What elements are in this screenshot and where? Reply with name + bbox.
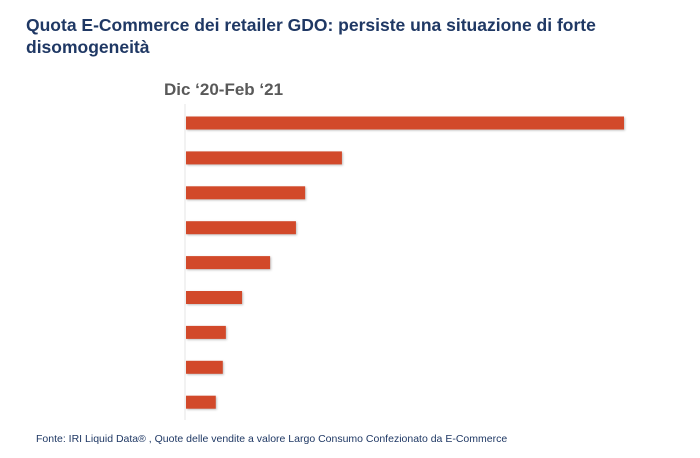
bar-9 [186,395,216,409]
chart-subtitle: Dic ‘20-Feb ‘21 [164,80,284,99]
chart-title: Quota E-Commerce dei retailer GDO: persi… [26,15,596,57]
bar-2 [186,151,342,165]
bar-3 [186,186,306,200]
bar-7 [186,325,226,339]
source-footnote: Fonte: IRI Liquid Data® , Quote delle ve… [36,433,508,445]
bar-1 [186,116,624,130]
bar-5 [186,256,271,270]
bar-4 [186,221,296,235]
bar-6 [186,291,243,304]
bar-8 [186,360,223,374]
